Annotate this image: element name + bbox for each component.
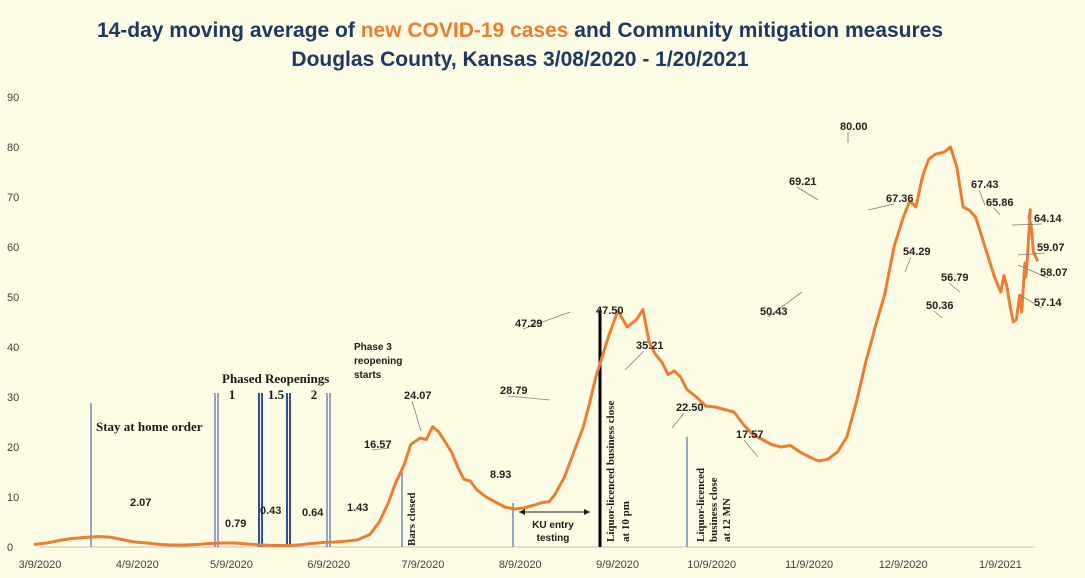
data-label-leader xyxy=(1019,294,1043,309)
data-label: 8.93 xyxy=(490,469,511,481)
data-label: 57.14 xyxy=(1034,297,1062,309)
data-label-leader xyxy=(743,439,759,458)
data-label: 28.79 xyxy=(500,385,528,397)
y-tick-label: 90 xyxy=(7,92,19,104)
data-label-leader xyxy=(1017,252,1046,256)
data-label: 0.43 xyxy=(260,505,281,517)
annotation-bars-closed: Bars closed xyxy=(406,493,418,546)
data-label: 22.50 xyxy=(676,402,704,414)
data-label-leader xyxy=(948,282,961,293)
annotation-ku-line1: KU entry xyxy=(532,520,574,531)
data-label-leader xyxy=(1017,264,1049,279)
data-label-leader xyxy=(978,189,986,206)
annotation-liquor-10pm-line2: at 10 pm xyxy=(620,501,632,542)
x-axis: 3/9/2020 4/9/2020 5/9/2020 6/9/2020 7/9/2020… xyxy=(19,559,1022,571)
x-tick-label: 10/9/2020 xyxy=(687,559,736,571)
data-label: 24.07 xyxy=(404,390,432,402)
y-axis: 0 10 20 30 40 50 60 70 80 90 xyxy=(7,92,19,554)
mitigation-annotations: Stay at home order Phased Reopenings 1 1… xyxy=(96,342,733,546)
data-label: 16.57 xyxy=(364,439,392,451)
data-label: 50.36 xyxy=(926,300,954,312)
data-label: 64.14 xyxy=(1034,213,1062,225)
x-tick-label: 4/9/2020 xyxy=(116,559,159,571)
annotation-phase3-line2: reopening xyxy=(354,356,402,367)
data-label-leader xyxy=(1011,223,1043,226)
data-label: 69.21 xyxy=(789,176,817,188)
data-label-leader xyxy=(371,447,391,451)
data-label-leader xyxy=(796,186,819,201)
data-label: 17.57 xyxy=(736,429,764,441)
y-tick-label: 80 xyxy=(7,142,19,154)
annotation-phase-1-5: 1.5 xyxy=(268,387,285,402)
data-label-leader xyxy=(411,400,422,432)
data-label-leader xyxy=(507,395,551,401)
ku-arrow-left-head xyxy=(519,509,525,515)
data-label: 35.21 xyxy=(636,340,664,352)
annotation-ku-line2: testing xyxy=(537,533,570,544)
x-tick-label: 1/9/2021 xyxy=(979,559,1022,571)
y-tick-label: 50 xyxy=(7,292,19,304)
data-labels: 2.07 0.79 0.43 0.64 1.43 16.57 24.07 8.93 28.79 4… xyxy=(130,121,1068,530)
data-label: 0.64 xyxy=(302,507,324,519)
y-tick-label: 10 xyxy=(7,492,19,504)
annotation-phase-2: 2 xyxy=(311,387,318,402)
annotation-phase-1: 1 xyxy=(229,387,236,402)
x-tick-label: 9/9/2020 xyxy=(596,559,639,571)
annotation-phase3-line3: starts xyxy=(354,370,382,381)
data-label-leader xyxy=(904,256,912,273)
y-tick-label: 40 xyxy=(7,342,19,354)
annotation-liquor-12mn-line3: at 12 MN xyxy=(721,498,733,542)
data-label: 2.07 xyxy=(130,497,151,509)
mitigation-lines xyxy=(90,310,688,547)
annotation-phased-reopenings: Phased Reopenings xyxy=(222,371,329,386)
y-tick-label: 30 xyxy=(7,392,19,404)
chart-subtitle: Douglas County, Kansas 3/08/2020 - 1/20/… xyxy=(291,48,748,71)
data-label-leader xyxy=(671,412,685,429)
data-label-leader xyxy=(767,291,803,318)
data-label: 67.36 xyxy=(886,193,914,205)
y-tick-label: 20 xyxy=(7,442,19,454)
annotation-stay-home: Stay at home order xyxy=(96,419,203,434)
y-tick-label: 70 xyxy=(7,192,19,204)
annotation-liquor-10pm-line1: Liquor-licenced business close xyxy=(605,401,617,542)
data-label: 59.07 xyxy=(1037,242,1065,254)
data-label-leader xyxy=(933,310,943,319)
data-label: 50.43 xyxy=(760,306,788,318)
ku-arrow-right-head xyxy=(584,509,590,515)
data-label: 67.43 xyxy=(971,179,999,191)
data-label-leader xyxy=(624,350,645,371)
data-label-leader xyxy=(522,311,571,330)
x-tick-label: 5/9/2020 xyxy=(210,559,253,571)
data-label: 0.79 xyxy=(225,518,246,530)
x-tick-label: 11/9/2020 xyxy=(785,559,833,571)
data-label-leader xyxy=(993,207,1001,216)
x-tick-label: 12/9/2020 xyxy=(879,559,928,571)
annotation-liquor-12mn-line1: Liquor-licenced xyxy=(695,468,707,542)
x-tick-label: 3/9/2020 xyxy=(19,559,62,571)
data-label: 80.00 xyxy=(840,121,868,133)
data-label: 65.86 xyxy=(986,197,1014,209)
data-label-leader xyxy=(867,203,895,211)
data-label: 1.43 xyxy=(347,502,368,514)
data-label: 47.50 xyxy=(596,305,624,317)
data-label: 47.29 xyxy=(515,318,543,330)
series-line-cases xyxy=(33,145,1040,547)
annotation-phase3-line1: Phase 3 xyxy=(354,342,392,353)
y-tick-label: 60 xyxy=(7,242,19,254)
data-label: 56.79 xyxy=(941,272,969,284)
x-tick-label: 8/9/2020 xyxy=(499,559,542,571)
y-tick-label: 0 xyxy=(7,542,13,554)
data-label: 54.29 xyxy=(903,246,931,258)
x-tick-label: 6/9/2020 xyxy=(307,559,350,571)
x-tick-label: 7/9/2020 xyxy=(402,559,445,571)
chart-title: 14-day moving average of new COVID-19 ca… xyxy=(97,19,943,42)
data-label: 58.07 xyxy=(1040,267,1068,279)
annotation-liquor-12mn-line2: business close xyxy=(708,477,720,542)
